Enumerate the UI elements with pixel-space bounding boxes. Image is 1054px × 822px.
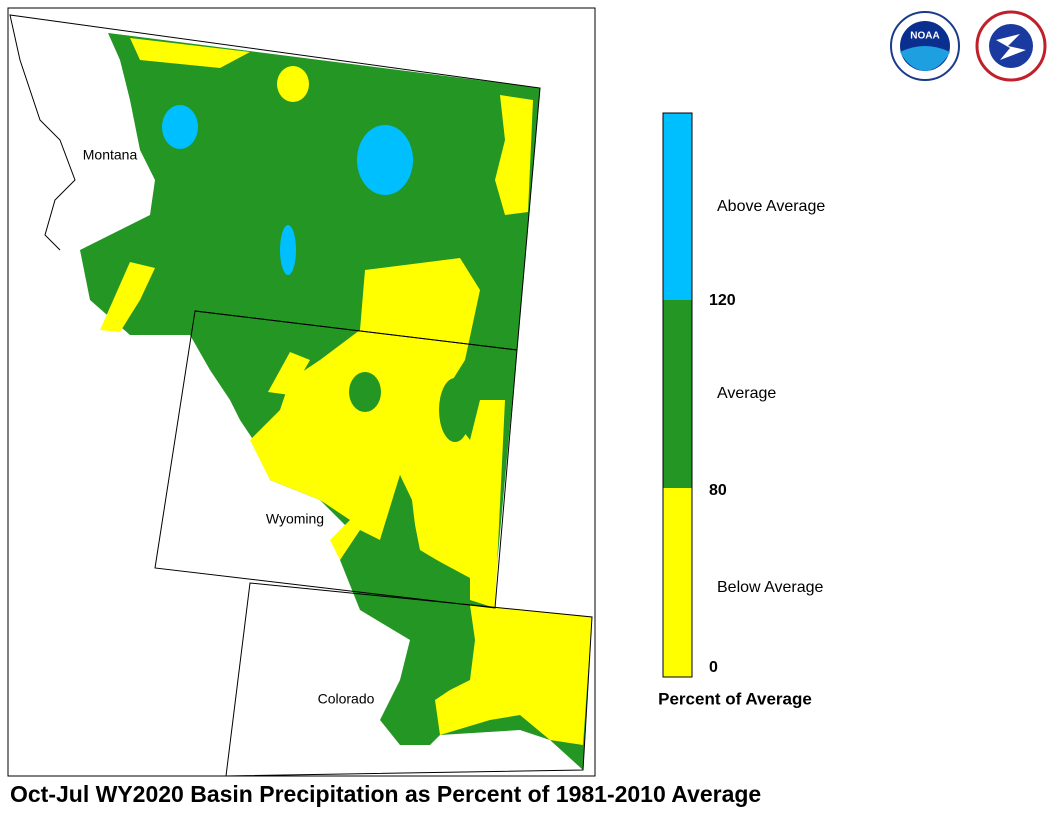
state-label: Wyoming — [266, 511, 324, 527]
basin-average — [349, 372, 381, 412]
map-title: Oct-Jul WY2020 Basin Precipitation as Pe… — [10, 781, 761, 807]
basin-below-average — [435, 605, 592, 745]
state-label: Colorado — [318, 691, 375, 707]
basin-below-average — [268, 352, 310, 395]
wyoming-border — [154, 310, 518, 609]
legend-title: Percent of Average — [658, 689, 812, 708]
noaa-logo: NOAA — [890, 11, 960, 81]
basin-below-average — [250, 258, 505, 608]
legend-swatch — [663, 300, 692, 488]
basin-above-average — [162, 105, 198, 149]
legend-frame — [662, 112, 693, 678]
legend-label: Below Average — [717, 579, 824, 596]
basin-average — [439, 378, 471, 442]
state-label: Montana — [83, 147, 138, 163]
logo-text: NOAA — [910, 31, 939, 42]
legend-tick: 120 — [709, 292, 736, 309]
basin-below-average — [130, 38, 250, 68]
basin-average — [360, 475, 470, 615]
legend-tick: 0 — [709, 659, 718, 676]
basin-below-average — [495, 95, 533, 215]
basin-below-average — [277, 66, 309, 102]
montana-border — [9, 14, 541, 351]
legend-label: Above Average — [717, 198, 825, 215]
legend-swatch — [663, 488, 692, 677]
colorado-border — [225, 582, 593, 777]
nws-logo — [975, 10, 1047, 82]
legend-label: Average — [717, 385, 776, 402]
legend-tick: 80 — [709, 482, 727, 499]
basin-above-average — [357, 125, 413, 195]
legend-swatch — [663, 113, 692, 300]
basin-below-average — [100, 262, 155, 332]
basin-above-average — [280, 225, 296, 275]
